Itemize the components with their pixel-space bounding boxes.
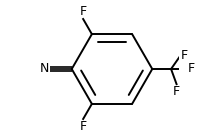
Text: F: F	[80, 5, 87, 18]
Text: F: F	[181, 49, 188, 62]
Text: F: F	[188, 63, 195, 75]
Text: N: N	[40, 63, 50, 75]
Text: F: F	[173, 85, 180, 99]
Text: F: F	[80, 120, 87, 133]
